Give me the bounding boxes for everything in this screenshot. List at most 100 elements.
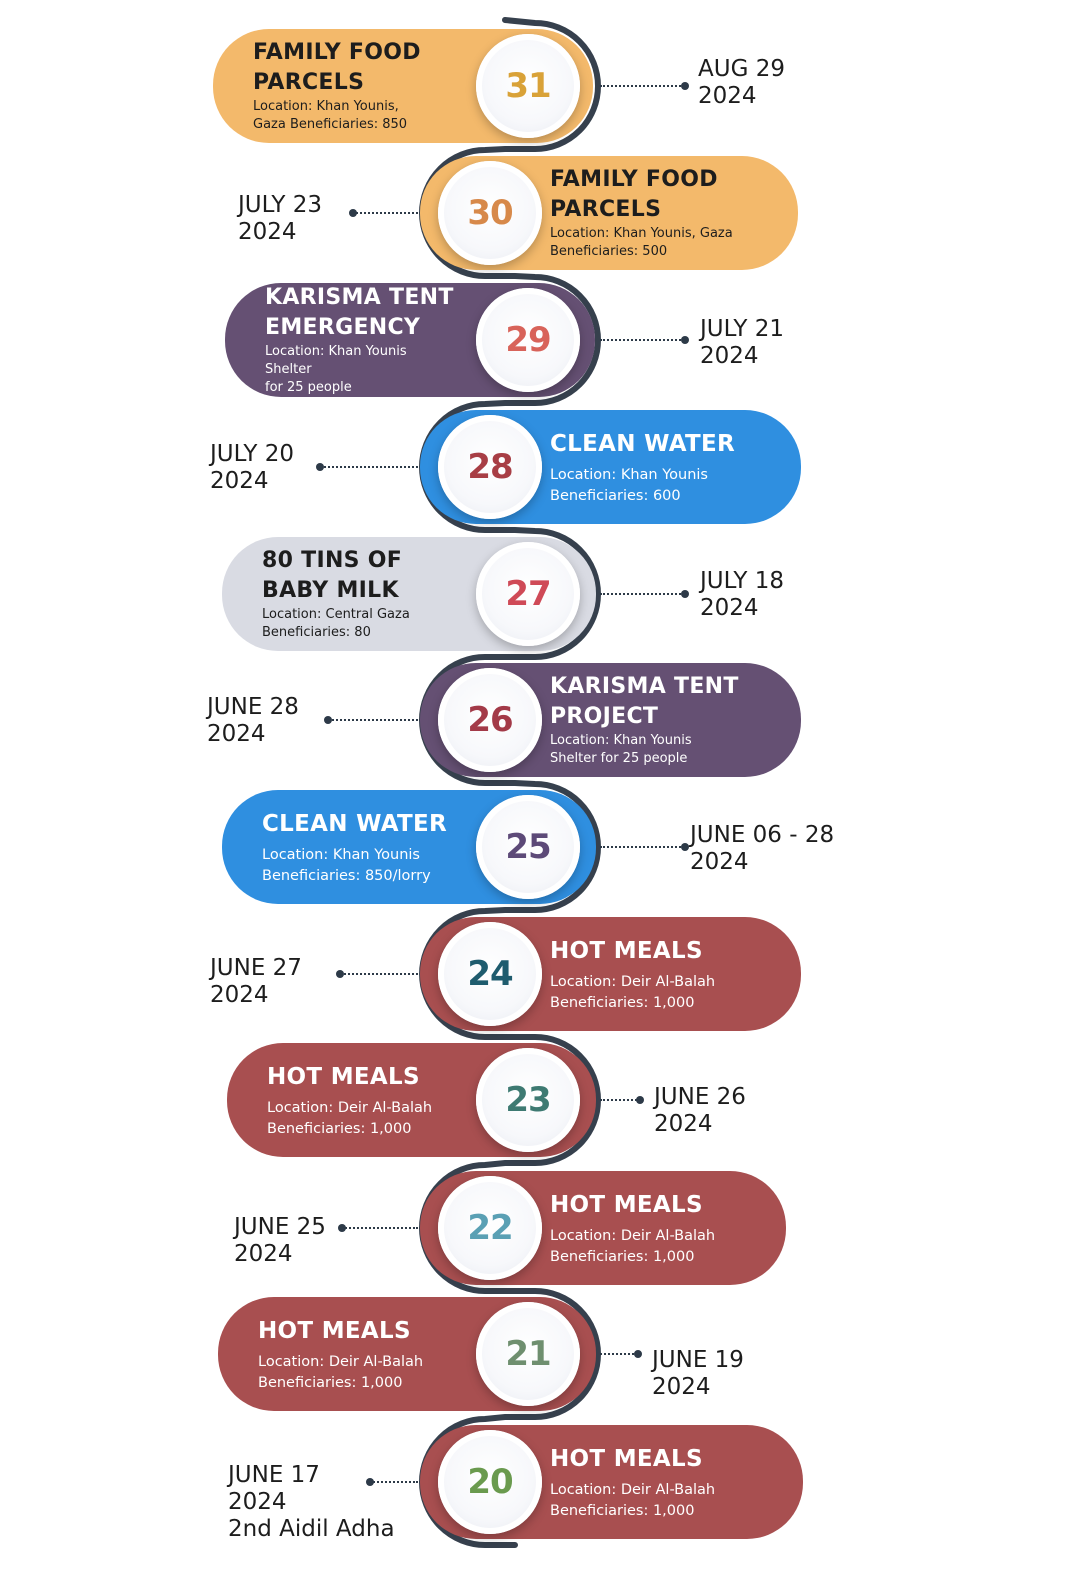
date-label: JUNE 27 2024 (210, 955, 302, 1009)
date-day: JUNE 27 (210, 955, 302, 981)
step-number-badge: 25 (476, 795, 580, 899)
card-detail-line: Beneficiaries: 500 (550, 244, 668, 259)
step-number: 30 (467, 193, 513, 233)
date-year: 2024 (690, 849, 749, 875)
card-detail-line: Location: Central Gaza (262, 607, 410, 622)
step-number: 31 (505, 66, 551, 106)
card-details: Location: Khan Younis Beneficiaries: 850/… (262, 845, 456, 887)
connector-dot (338, 1224, 346, 1232)
connector-dot (336, 970, 344, 978)
card-detail-line: Location: Khan Younis (262, 846, 420, 863)
date-label: JULY 20 2024 (210, 441, 294, 495)
date-day: JULY 21 (700, 316, 785, 342)
step-number-badge: 31 (476, 34, 580, 138)
date-day: JUNE 25 (234, 1214, 326, 1240)
step-number: 24 (467, 954, 513, 994)
date-label: JULY 21 2024 (700, 316, 784, 370)
step-number: 28 (467, 447, 513, 487)
date-day: AUG 29 (698, 56, 785, 82)
connector-dot (681, 590, 689, 598)
date-year: 2024 (238, 219, 297, 245)
connector-dot (316, 463, 324, 471)
step-number: 20 (467, 1462, 513, 1502)
date-day: JULY 20 (210, 441, 295, 467)
connector-dot (636, 1096, 644, 1104)
card-detail-line: Location: Khan Younis, Gaza (550, 226, 733, 241)
date-connector (600, 339, 685, 341)
step-number-badge: 24 (438, 922, 542, 1026)
step-number-badge: 22 (438, 1176, 542, 1280)
step-number-badge: 26 (438, 668, 542, 772)
connector-dot (681, 843, 689, 851)
step-number-badge: 29 (476, 288, 580, 392)
date-year: 2024 (654, 1111, 713, 1137)
date-label: JULY 18 2024 (700, 568, 784, 622)
date-connector (600, 846, 685, 848)
card-details: Location: Deir Al-Balah Beneficiaries: 1,… (550, 1480, 763, 1522)
step-number: 25 (505, 827, 551, 867)
date-day: JUNE 26 (654, 1084, 746, 1110)
date-label: JUNE 19 2024 (652, 1347, 744, 1401)
card-detail-line: Beneficiaries: 1,000 (550, 994, 695, 1011)
card-details: Location: Deir Al-Balah Beneficiaries: 1,… (267, 1098, 456, 1140)
step-number-badge: 28 (438, 415, 542, 519)
step-number-badge: 21 (476, 1302, 580, 1406)
date-connector (328, 719, 418, 721)
date-connector (340, 973, 418, 975)
connector-dot (681, 82, 689, 90)
card-detail-line: Beneficiaries: 1,000 (258, 1374, 403, 1391)
connector-dot (366, 1478, 374, 1486)
card-title: KARISMA TENT EMERGENCY (265, 285, 454, 340)
card-details: Location: Khan Younis Shelter for 25 peop… (550, 732, 761, 768)
date-day: JUNE 17 (228, 1462, 320, 1488)
step-number-badge: 30 (438, 161, 542, 265)
date-day: JULY 23 (238, 192, 323, 218)
date-connector (370, 1481, 418, 1483)
card-detail-line: Location: Deir Al-Balah (550, 1481, 716, 1498)
card-detail-line: Location: Deir Al-Balah (267, 1099, 433, 1116)
step-number: 22 (467, 1208, 513, 1248)
card-title: FAMILY FOOD PARCELS (253, 40, 421, 95)
card-title: HOT MEALS (550, 937, 703, 964)
card-title: HOT MEALS (550, 1191, 703, 1218)
connector-dot (681, 336, 689, 344)
card-details: Location: Central Gaza Beneficiaries: 80 (262, 606, 456, 642)
date-note: 2nd Aidil Adha (228, 1516, 395, 1542)
step-number: 26 (467, 700, 513, 740)
date-label: JUNE 26 2024 (654, 1084, 746, 1138)
step-number: 21 (505, 1334, 551, 1374)
card-detail-line: Location: Deir Al-Balah (550, 1227, 716, 1244)
card-detail-line: Location: Khan Younis Shelter (265, 344, 407, 377)
date-year: 2024 (700, 595, 759, 621)
step-number: 29 (505, 320, 551, 360)
date-label: JUNE 25 2024 (234, 1214, 326, 1268)
date-connector (600, 85, 685, 87)
card-detail-line: Beneficiaries: 1,000 (267, 1120, 412, 1137)
card-title: CLEAN WATER (550, 430, 736, 457)
date-year: 2024 (228, 1489, 287, 1515)
card-detail-line: Location: Deir Al-Balah (550, 973, 716, 990)
card-detail-line: Beneficiaries: 850/lorry (262, 867, 431, 884)
card-detail-line: Beneficiaries: 1,000 (550, 1248, 695, 1265)
date-label: JUNE 17 2024 2nd Aidil Adha (228, 1462, 395, 1543)
card-details: Location: Khan Younis Beneficiaries: 600 (550, 465, 761, 507)
card-detail-line: Location: Khan Younis (550, 466, 708, 483)
card-details: Location: Deir Al-Balah Beneficiaries: 1,… (258, 1352, 456, 1394)
card-details: Location: Khan Younis Shelter for 25 peop… (265, 343, 455, 397)
connector-dot (324, 716, 332, 724)
step-number: 27 (505, 574, 551, 614)
date-year: 2024 (700, 343, 759, 369)
card-detail-line: Location: Deir Al-Balah (258, 1353, 424, 1370)
card-title: HOT MEALS (267, 1063, 420, 1090)
card-title: CLEAN WATER (262, 810, 448, 837)
card-detail-line: Beneficiaries: 1,000 (550, 1502, 695, 1519)
date-connector (342, 1227, 418, 1229)
date-label: AUG 29 2024 (698, 56, 785, 110)
card-details: Location: Deir Al-Balah Beneficiaries: 1,… (550, 1226, 746, 1268)
card-detail-line: for 25 people (265, 380, 352, 395)
step-number-badge: 23 (476, 1048, 580, 1152)
card-title: KARISMA TENT PROJECT (550, 674, 739, 729)
date-day: JULY 18 (700, 568, 785, 594)
date-year: 2024 (652, 1374, 711, 1400)
